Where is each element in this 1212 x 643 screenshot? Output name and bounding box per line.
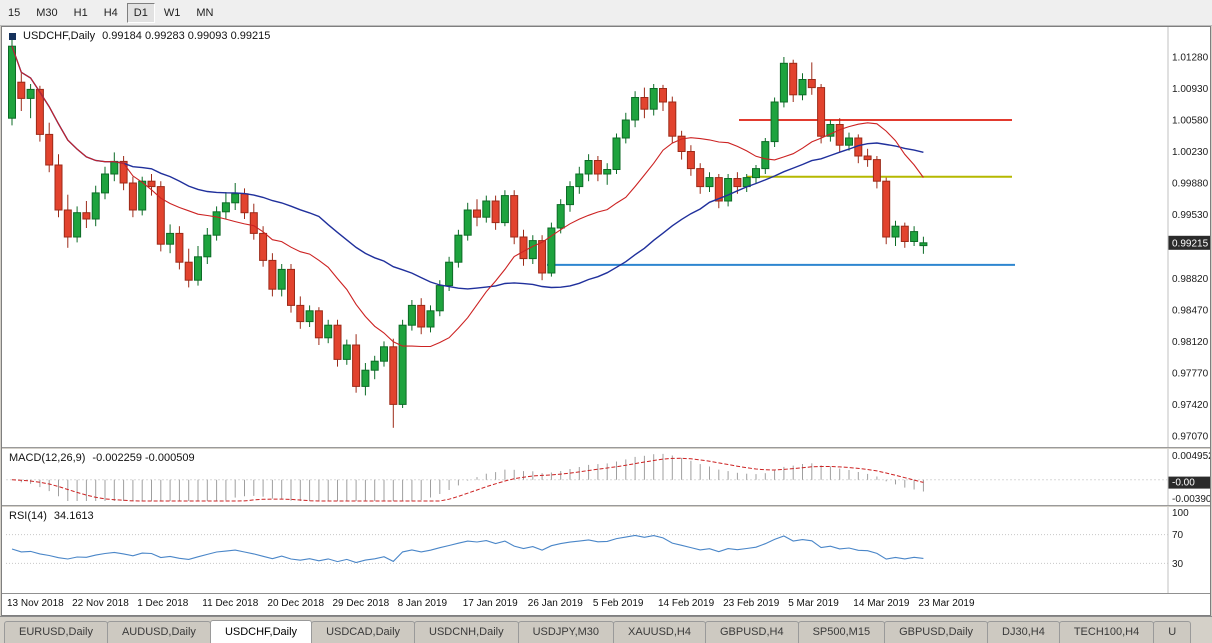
date-tick: 29 Dec 2018 — [332, 598, 390, 609]
rsi-tick: 70 — [1172, 530, 1184, 541]
panel-divider[interactable] — [2, 505, 1210, 507]
chart-tab-usdcnh-daily[interactable]: USDCNH,Daily — [414, 621, 519, 643]
date-tick: 23 Mar 2019 — [918, 598, 975, 609]
chart-tab-u[interactable]: U — [1153, 621, 1192, 643]
date-tick: 23 Feb 2019 — [723, 598, 780, 609]
rsi-line — [11, 534, 924, 564]
rsi-panel[interactable]: RSI(14) 34.1613 100 70 30 — [2, 507, 1210, 593]
rsi-label: RSI(14) — [9, 510, 47, 522]
price-tick: 0.99880 — [1172, 179, 1209, 190]
rsi-tick: 30 — [1172, 559, 1184, 570]
chart-tab-eurusd-daily[interactable]: EURUSD,Daily — [4, 621, 108, 643]
macd-signal-line — [11, 457, 924, 502]
timeframe-button-group: 15 M30 H1 H4 D1 W1 MN — [1, 2, 220, 23]
price-tick: 0.97070 — [1172, 431, 1209, 442]
chart-tab-dj30-h4[interactable]: DJ30,H4 — [987, 621, 1060, 643]
timeframe-button-15[interactable]: 15 — [8, 6, 21, 19]
timeframe-button-h4[interactable]: H4 — [103, 6, 118, 19]
date-tick: 5 Mar 2019 — [788, 598, 839, 609]
chart-tab-usdchf-daily[interactable]: USDCHF,Daily — [209, 620, 313, 643]
price-tick: 1.01280 — [1172, 53, 1209, 64]
date-tick: 26 Jan 2019 — [527, 598, 583, 609]
chart-tab-audusd-daily[interactable]: AUDUSD,Daily — [106, 621, 211, 643]
price-tick: 0.97420 — [1172, 400, 1209, 411]
chart-window[interactable]: USDCHF,Daily 0.99184 0.99283 0.99093 0.9… — [1, 26, 1211, 616]
chart-tab-tech100-h4[interactable]: TECH100,H4 — [1058, 621, 1155, 643]
macd-panel[interactable]: MACD(12,26,9) -0.002259 -0.000509 0.0049… — [2, 449, 1210, 505]
chart-tab-sp500-m15[interactable]: SP500,M15 — [797, 621, 886, 643]
date-tick: 22 Nov 2018 — [72, 598, 129, 609]
chart-tab-gbpusd-daily[interactable]: GBPUSD,Daily — [884, 621, 989, 643]
date-tick: 5 Feb 2019 — [592, 598, 644, 609]
panel-divider[interactable] — [2, 447, 1210, 449]
date-tick: 17 Jan 2019 — [462, 598, 518, 609]
rsi-info-line: RSI(14) 34.1613 — [9, 510, 94, 522]
price-tick: 1.00230 — [1172, 147, 1209, 158]
price-tick: 0.98470 — [1172, 305, 1209, 316]
macd-tick: 0.004952 — [1172, 451, 1210, 462]
price-tick: 0.98820 — [1172, 274, 1209, 285]
macd-values: -0.002259 -0.000509 — [92, 452, 195, 464]
macd-tick: -0.003905 — [1172, 494, 1210, 505]
chart-tab-usdcad-daily[interactable]: USDCAD,Daily — [311, 621, 416, 643]
date-tick: 11 Dec 2018 — [202, 598, 259, 609]
date-tick: 14 Mar 2019 — [853, 598, 910, 609]
date-tick: 13 Nov 2018 — [7, 598, 64, 609]
timeframe-button-mn[interactable]: MN — [196, 6, 214, 19]
rsi-tick: 100 — [1172, 508, 1189, 519]
macd-chart-canvas[interactable]: 0.004952 -0.00 -0.003905 — [2, 449, 1210, 505]
chart-marker-icon — [9, 32, 16, 40]
timeframe-button-w1[interactable]: W1 — [163, 6, 181, 19]
current-price-badge — [1168, 235, 1210, 250]
chart-symbol-label: USDCHF,Daily — [23, 30, 96, 42]
date-tick: 8 Jan 2019 — [397, 598, 448, 609]
chart-info-line: USDCHF,Daily 0.99184 0.99283 0.99093 0.9… — [9, 30, 270, 42]
svg-text:0.99215: 0.99215 — [1172, 238, 1209, 249]
chart-ohlc-values: 0.99184 0.99283 0.99093 0.99215 — [102, 30, 271, 42]
price-tick: 1.00580 — [1172, 116, 1209, 127]
ma-slow-line — [11, 45, 924, 290]
macd-value-badge — [1168, 476, 1210, 489]
date-tick: 1 Dec 2018 — [137, 598, 189, 609]
svg-text:-0.00: -0.00 — [1172, 478, 1195, 489]
price-tick: 0.97770 — [1172, 368, 1209, 379]
timeframe-button-d1[interactable]: D1 — [126, 2, 155, 23]
rsi-value: 34.1613 — [53, 510, 94, 522]
timeframe-button-m30[interactable]: M30 — [36, 6, 58, 19]
price-tick: 0.99530 — [1172, 210, 1209, 221]
chart-tab-gbpusd-h4[interactable]: GBPUSD,H4 — [705, 621, 799, 643]
timeframe-toolbar: 15 M30 H1 H4 D1 W1 MN — [0, 0, 1212, 26]
rsi-chart-canvas[interactable]: 100 70 30 — [2, 507, 1210, 593]
price-chart-canvas[interactable]: 1.01280 1.00930 1.00580 1.00230 0.99880 0.995… — [2, 27, 1210, 447]
date-tick: 20 Dec 2018 — [267, 598, 325, 609]
date-tick: 14 Feb 2019 — [658, 598, 715, 609]
price-panel[interactable]: USDCHF,Daily 0.99184 0.99283 0.99093 0.9… — [2, 27, 1210, 447]
price-tick: 1.00930 — [1172, 84, 1209, 95]
ma-fast-line — [11, 46, 924, 348]
timeframe-button-h1[interactable]: H1 — [73, 6, 88, 19]
chart-tab-usdjpy-m30[interactable]: USDJPY,M30 — [517, 621, 615, 643]
macd-info-line: MACD(12,26,9) -0.002259 -0.000509 — [9, 452, 195, 464]
chart-tab-xauusd-h4[interactable]: XAUUSD,H4 — [613, 621, 706, 643]
date-axis[interactable]: 13 Nov 2018 22 Nov 2018 1 Dec 2018 11 Dec 2… — [2, 593, 1210, 614]
macd-label: MACD(12,26,9) — [9, 452, 86, 464]
chart-tabs-bar: EURUSD,Daily AUDUSD,Daily USDCHF,Daily USDC… — [0, 616, 1212, 643]
price-tick: 0.98120 — [1172, 337, 1209, 348]
